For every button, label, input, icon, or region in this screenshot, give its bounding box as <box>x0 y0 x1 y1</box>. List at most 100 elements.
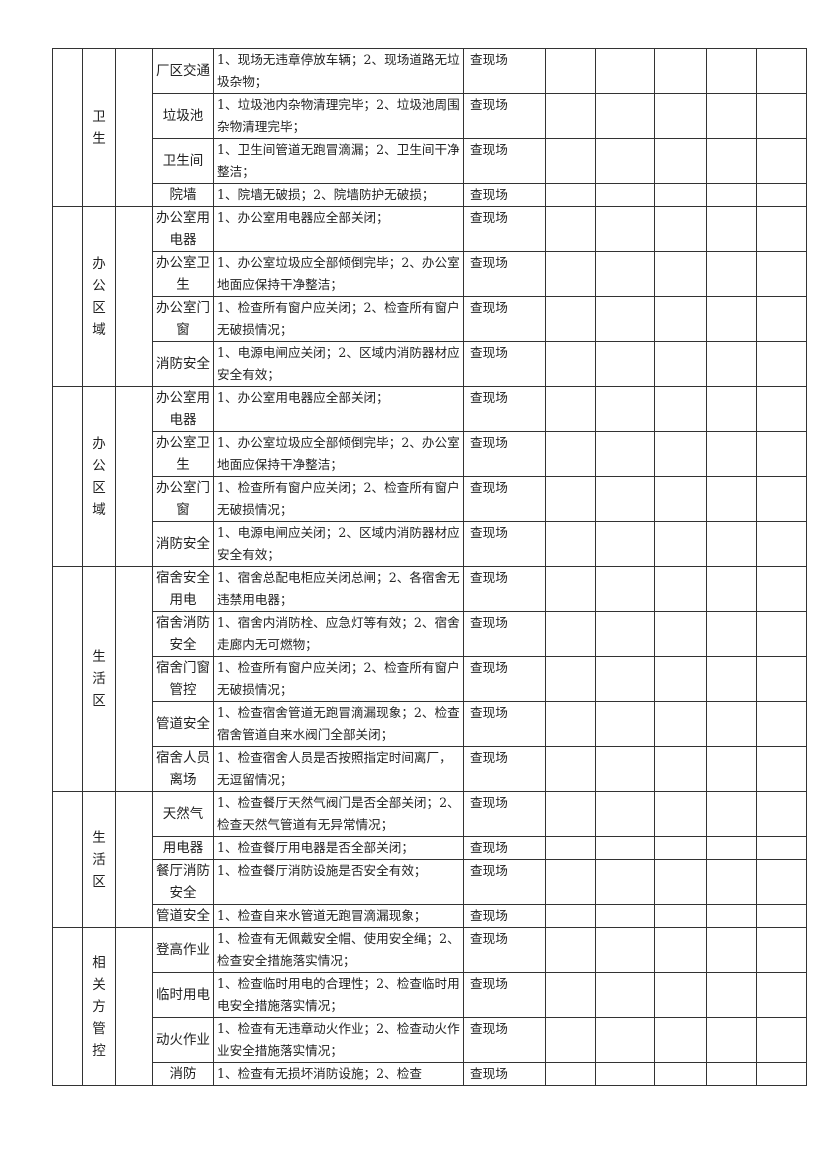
table-row: 管道安全 1、检查自来水管道无跑冒滴漏现象； 查现场 <box>53 904 807 928</box>
table-row: 办公区域 办公室用电器 1、办公室用电器应全部关闭； 查现场 <box>52 206 807 387</box>
empty-cell <box>706 138 757 184</box>
table-row: 宿舍消防安全 1、宿舍内消防栓、应急灯等有效；2、宿舍走廊内无可燃物； 查现场 <box>53 611 807 657</box>
empty-cell <box>115 791 153 928</box>
content-cell: 1、宿舍内消防栓、应急灯等有效；2、宿舍走廊内无可燃物； <box>213 611 464 657</box>
item-cell: 动火作业 <box>152 1017 214 1063</box>
content-cell: 1、检查自来水管道无跑冒滴漏现象； <box>213 904 464 928</box>
method-cell: 查现场 <box>463 746 546 792</box>
item-cell: 宿舍人员离场 <box>152 746 214 792</box>
empty-cell <box>545 48 596 94</box>
table-row: 临时用电 1、检查临时用电的合理性；2、检查临时用电安全措施落实情况； 查现场 <box>53 972 807 1018</box>
content-cell: 1、办公室垃圾应全部倾倒完毕；2、办公室地面应保持干净整洁； <box>213 431 464 477</box>
table-row: 办公室卫生 1、办公室垃圾应全部倾倒完毕；2、办公室地面应保持干净整洁； 查现场 <box>53 431 807 477</box>
empty-cell <box>595 904 655 928</box>
method-cell: 查现场 <box>463 476 546 522</box>
empty-cell <box>115 927 153 1086</box>
empty-cell <box>654 972 707 1018</box>
empty-cell <box>545 431 596 477</box>
table-row: 消防安全 1、电源电闸应关闭；2、区域内消防器材应安全有效； 查现场 <box>53 521 807 567</box>
empty-cell <box>545 746 596 792</box>
item-cell: 用电器 <box>152 836 214 860</box>
method-cell: 查现场 <box>463 701 546 747</box>
empty-cell <box>654 927 707 973</box>
method-cell: 查现场 <box>463 904 546 928</box>
empty-cell <box>115 48 153 207</box>
empty-cell <box>595 296 655 342</box>
empty-cell <box>654 1017 707 1063</box>
content-cell: 1、检查所有窗户应关闭；2、检查所有窗户无破损情况； <box>213 476 464 522</box>
empty-cell <box>654 1062 707 1086</box>
empty-cell <box>756 48 807 94</box>
empty-cell <box>545 791 596 837</box>
empty-cell <box>52 386 83 567</box>
table-row: 宿舍门窗管控 1、检查所有窗户应关闭；2、检查所有窗户无破损情况； 查现场 <box>53 656 807 702</box>
content-cell: 1、办公室垃圾应全部倾倒完毕；2、办公室地面应保持干净整洁； <box>213 251 464 297</box>
empty-cell <box>595 701 655 747</box>
item-cell: 办公室用电器 <box>152 206 214 252</box>
empty-cell <box>595 183 655 207</box>
empty-cell <box>545 566 596 612</box>
empty-cell <box>654 341 707 387</box>
item-cell: 办公室门窗 <box>152 476 214 522</box>
method-cell: 查现场 <box>463 927 546 973</box>
empty-cell <box>115 566 153 792</box>
empty-cell <box>595 341 655 387</box>
content-cell: 1、电源电闸应关闭；2、区域内消防器材应安全有效； <box>213 521 464 567</box>
empty-cell <box>595 566 655 612</box>
method-cell: 查现场 <box>463 1062 546 1086</box>
empty-cell <box>756 341 807 387</box>
empty-cell <box>545 904 596 928</box>
empty-cell <box>595 927 655 973</box>
empty-cell <box>595 476 655 522</box>
empty-cell <box>654 476 707 522</box>
empty-cell <box>52 206 83 387</box>
table-row: 办公区域 办公室用电器 1、办公室用电器应全部关闭； 查现场 <box>52 386 807 567</box>
table-row: 消防安全 1、电源电闸应关闭；2、区域内消防器材应安全有效； 查现场 <box>53 341 807 387</box>
empty-cell <box>545 859 596 905</box>
empty-cell <box>706 972 757 1018</box>
table-row: 用电器 1、检查餐厅用电器是否全部关闭； 查现场 <box>53 836 807 860</box>
empty-cell <box>756 251 807 297</box>
empty-cell <box>756 93 807 139</box>
empty-cell <box>52 927 83 1086</box>
empty-cell <box>706 251 757 297</box>
method-cell: 查现场 <box>463 206 546 252</box>
empty-cell <box>756 836 807 860</box>
empty-cell <box>706 48 757 94</box>
content-cell: 1、检查临时用电的合理性；2、检查临时用电安全措施落实情况； <box>213 972 464 1018</box>
content-cell: 1、电源电闸应关闭；2、区域内消防器材应安全有效； <box>213 341 464 387</box>
empty-cell <box>706 904 757 928</box>
empty-cell <box>52 791 83 928</box>
content-cell: 1、宿舍总配电柜应关闭总闸；2、各宿舍无违禁用电器； <box>213 566 464 612</box>
table-row: 卫生 厂区交通 1、现场无违章停放车辆；2、现场道路无垃圾杂物； 查现场 <box>52 48 807 207</box>
empty-cell <box>756 1062 807 1086</box>
content-cell: 1、检查所有窗户应关闭；2、检查所有窗户无破损情况； <box>213 296 464 342</box>
item-cell: 管道安全 <box>152 904 214 928</box>
empty-cell <box>706 566 757 612</box>
method-cell: 查现场 <box>463 48 546 94</box>
empty-cell <box>756 183 807 207</box>
empty-cell <box>595 251 655 297</box>
empty-cell <box>595 386 655 432</box>
empty-cell <box>595 521 655 567</box>
inspection-table: 卫生 厂区交通 1、现场无违章停放车辆；2、现场道路无垃圾杂物； 查现场 垃圾池 1、垃圾… <box>52 48 807 1086</box>
table-row: 相关方管控 登高作业 1、检查有无佩戴安全帽、使用安全绳；2、检查安全措施落实情况；… <box>52 927 807 1086</box>
item-cell: 宿舍安全用电 <box>152 566 214 612</box>
item-cell: 临时用电 <box>152 972 214 1018</box>
item-cell: 办公室卫生 <box>152 251 214 297</box>
empty-cell <box>756 1017 807 1063</box>
item-cell: 消防安全 <box>152 341 214 387</box>
empty-cell <box>654 93 707 139</box>
content-cell: 1、检查餐厅用电器是否全部关闭； <box>213 836 464 860</box>
item-cell: 宿舍消防安全 <box>152 611 214 657</box>
item-cell: 办公室用电器 <box>152 386 214 432</box>
empty-cell <box>595 836 655 860</box>
item-cell: 登高作业 <box>152 927 214 973</box>
method-cell: 查现场 <box>463 183 546 207</box>
empty-cell <box>595 48 655 94</box>
empty-cell <box>706 927 757 973</box>
empty-cell <box>756 927 807 973</box>
empty-cell <box>545 927 596 973</box>
method-cell: 查现场 <box>463 566 546 612</box>
empty-cell <box>654 431 707 477</box>
